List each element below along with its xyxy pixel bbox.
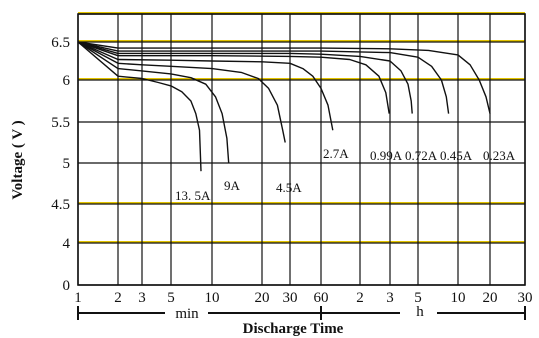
discharge-curve [77, 41, 491, 114]
x-tick-label: 3 [138, 290, 146, 306]
x-tick-label: 20 [483, 290, 498, 306]
x-tick-label: 10 [451, 290, 466, 306]
x-tick-labels: 1 2 3 5 10 20 30 60 2 3 5 10 20 30 [74, 290, 532, 306]
x-tick-label: 1 [74, 290, 82, 306]
x-tick-label: 20 [255, 290, 270, 306]
chart-curves [77, 41, 491, 172]
discharge-curve [77, 41, 413, 114]
chart-grid [77, 12, 526, 286]
y-tick-labels: 0 4 4.5 5 5.5 6 6.5 [51, 35, 70, 294]
curve-label: 0.72A [405, 148, 438, 163]
y-tick-label: 4 [63, 236, 71, 252]
y-tick-label: 0 [63, 278, 71, 294]
x-tick-label: 30 [518, 290, 533, 306]
y-tick-label: 5 [63, 156, 71, 172]
unit-label-hours: h [416, 304, 424, 320]
curve-label: 9A [224, 178, 241, 193]
x-tick-label: 5 [167, 290, 175, 306]
x-tick-label: 60 [314, 290, 329, 306]
x-tick-label: 3 [386, 290, 394, 306]
x-tick-label: 2 [114, 290, 122, 306]
discharge-curve [77, 41, 230, 164]
y-tick-label: 5.5 [51, 115, 70, 131]
curve-label: 0.99A [370, 148, 403, 163]
time-unit-bar: min h [77, 304, 526, 322]
curve-label: 4.5A [276, 180, 302, 195]
x-axis-title: Discharge Time [243, 321, 344, 337]
discharge-curve [77, 41, 202, 172]
curve-label: 0.23A [483, 148, 516, 163]
y-tick-label: 4.5 [51, 197, 70, 213]
y-tick-label: 6 [63, 73, 71, 89]
unit-label-minutes: min [175, 306, 199, 322]
y-tick-label: 6.5 [51, 35, 70, 51]
discharge-curve [77, 41, 390, 114]
discharge-curve [77, 41, 450, 114]
curve-label: 0.45A [440, 148, 473, 163]
discharge-curve [77, 41, 286, 143]
x-tick-label: 10 [205, 290, 220, 306]
x-tick-label: 2 [356, 290, 364, 306]
curve-label: 13. 5A [175, 188, 211, 203]
x-tick-label: 5 [414, 290, 422, 306]
y-axis-title: Voltage ( V ) [10, 120, 26, 199]
plot-frame [77, 13, 526, 286]
curve-label: 2.7A [323, 146, 349, 161]
discharge-curve [77, 41, 334, 131]
chart-curve-labels: 13. 5A 9A 4.5A 2.7A 0.99A 0.72A 0.45A 0.23A [175, 146, 516, 203]
x-tick-label: 30 [283, 290, 298, 306]
